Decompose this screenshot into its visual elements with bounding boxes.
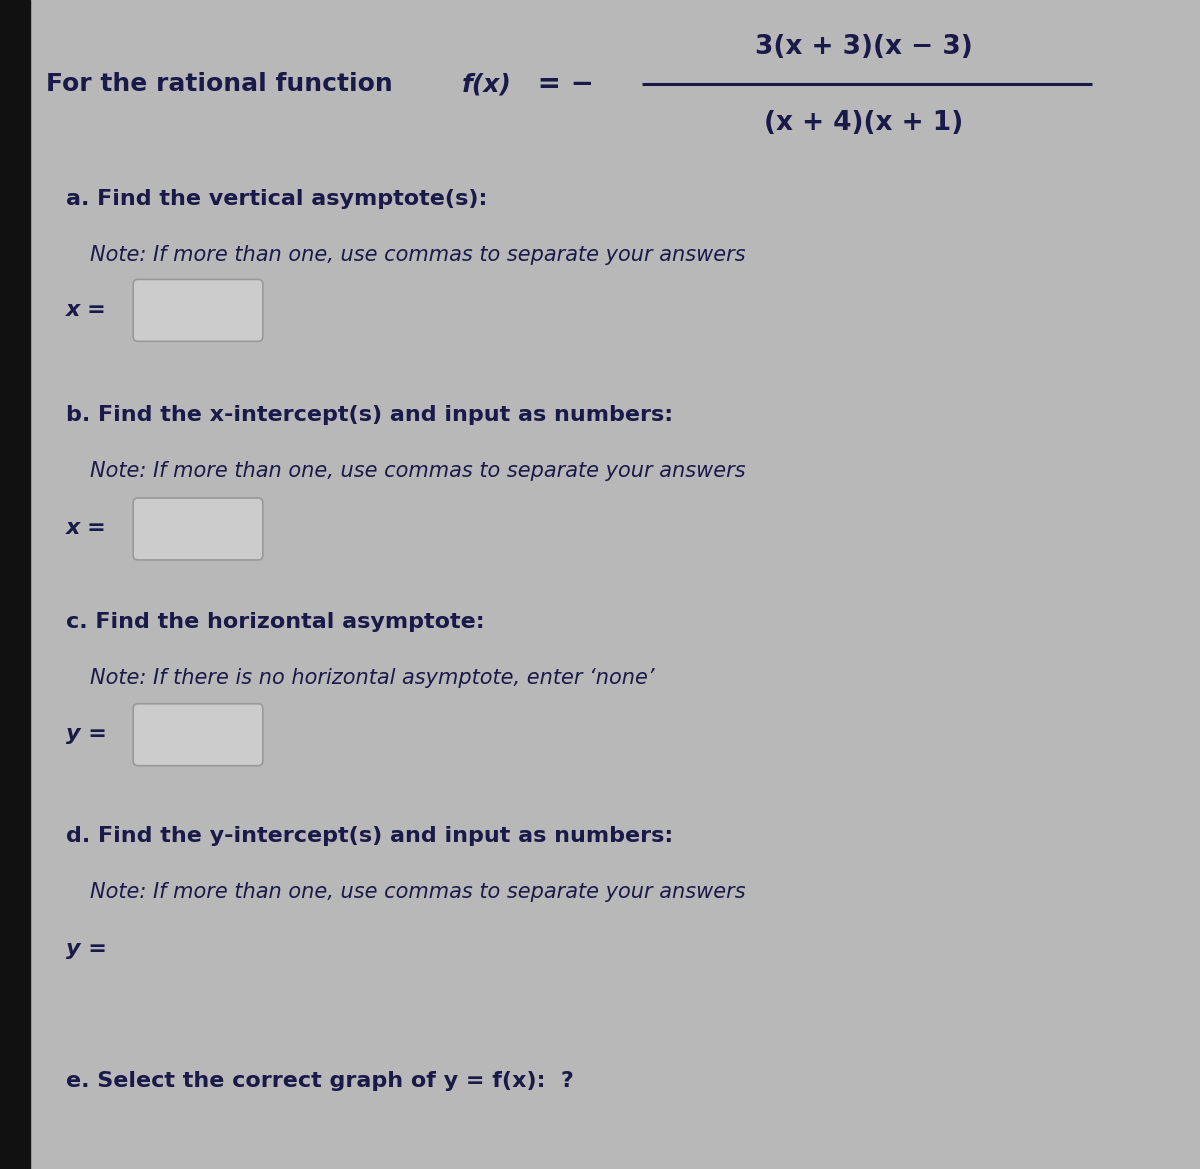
Text: x =: x = (66, 518, 107, 539)
Text: b. Find the x-intercept(s) and input as numbers:: b. Find the x-intercept(s) and input as … (66, 404, 673, 426)
Text: x =: x = (66, 299, 107, 320)
FancyBboxPatch shape (133, 704, 263, 766)
Bar (0, 0, 30, 1169)
Text: For the rational function: For the rational function (46, 72, 401, 96)
Text: Note: If there is no horizontal asymptote, enter ‘none’: Note: If there is no horizontal asymptot… (90, 667, 654, 689)
Text: c. Find the horizontal asymptote:: c. Find the horizontal asymptote: (66, 611, 485, 632)
Text: Note: If more than one, use commas to separate your answers: Note: If more than one, use commas to se… (90, 881, 745, 902)
Text: = −: = − (528, 70, 594, 98)
Text: e. Select the correct graph of y = f(x):  ?: e. Select the correct graph of y = f(x):… (66, 1071, 574, 1092)
Text: y =: y = (66, 724, 107, 745)
Text: a. Find the vertical asymptote(s):: a. Find the vertical asymptote(s): (66, 188, 487, 209)
Text: (x + 4)(x + 1): (x + 4)(x + 1) (764, 110, 964, 136)
Text: 3(x + 3)(x − 3): 3(x + 3)(x − 3) (755, 34, 973, 60)
FancyBboxPatch shape (133, 279, 263, 341)
Text: Note: If more than one, use commas to separate your answers: Note: If more than one, use commas to se… (90, 244, 745, 265)
Text: d. Find the y-intercept(s) and input as numbers:: d. Find the y-intercept(s) and input as … (66, 825, 673, 846)
Text: f(x): f(x) (462, 72, 511, 96)
Text: y =: y = (66, 939, 107, 960)
FancyBboxPatch shape (133, 498, 263, 560)
Text: Note: If more than one, use commas to separate your answers: Note: If more than one, use commas to se… (90, 461, 745, 482)
